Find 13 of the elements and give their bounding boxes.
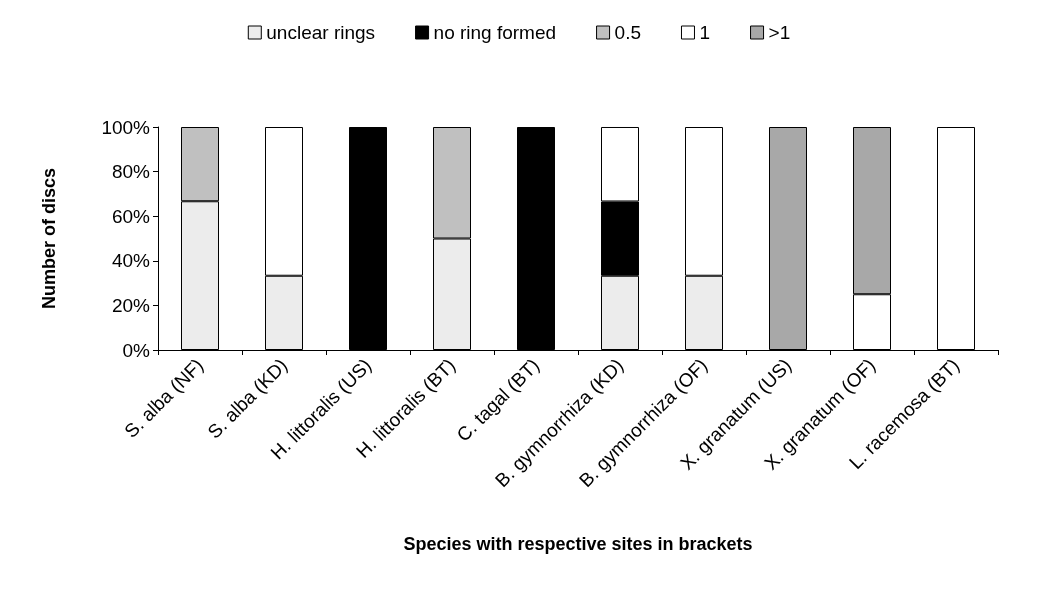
y-tick-label: 20% — [111, 294, 151, 316]
y-tick-label: 60% — [111, 205, 151, 227]
legend-label: >1 — [768, 22, 791, 43]
legend-label: 1 — [699, 22, 711, 43]
y-tick-label: 40% — [111, 250, 151, 272]
legend-label: no ring formed — [433, 22, 557, 43]
legend-label: unclear rings — [266, 22, 376, 43]
x-axis-title: Species with respective sites in brackets — [403, 534, 753, 554]
y-tick-label: 80% — [111, 161, 151, 183]
y-tick-label: 0% — [122, 339, 151, 361]
legend-label: 0.5 — [614, 22, 641, 43]
y-tick-label: 100% — [101, 116, 151, 138]
y-axis-title: Number of discs — [39, 167, 59, 310]
